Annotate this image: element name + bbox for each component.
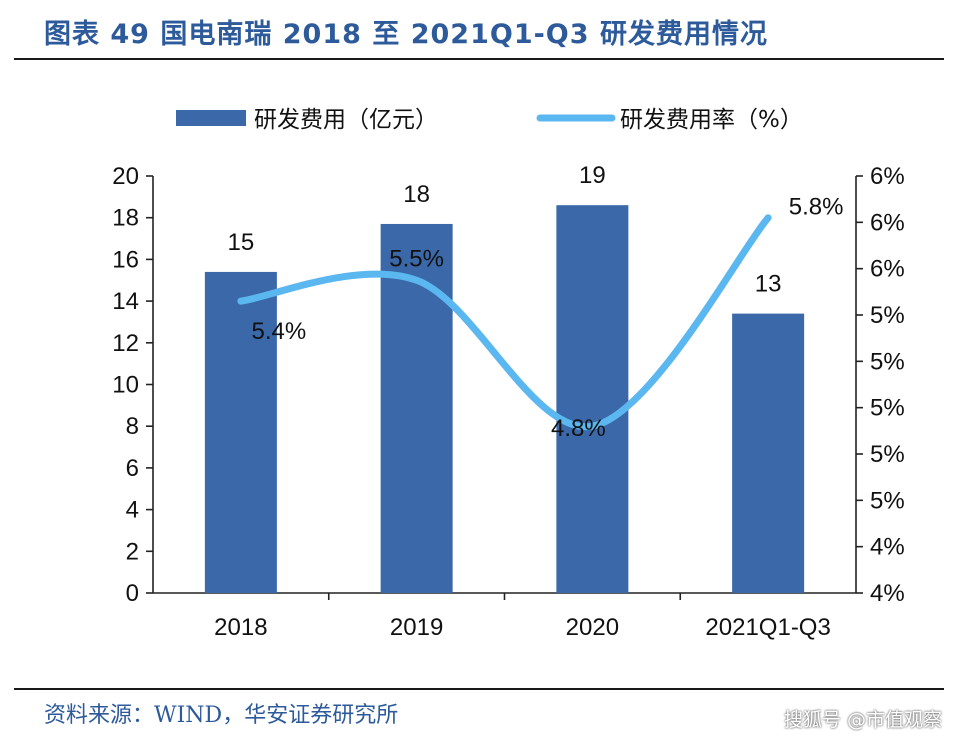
source-note: 资料来源：WIND，华安证券研究所: [44, 703, 399, 728]
bar-data-label: 19: [579, 162, 606, 189]
legend-line-label: 研发费用率（%）: [620, 107, 803, 133]
y-right-tick-label: 6%: [870, 256, 905, 283]
bar-series: 15 18 19 13: [204, 162, 805, 593]
title-divider: [14, 58, 944, 60]
y-left-tick-label: 20: [112, 163, 139, 190]
y-left-tick-label: 8: [126, 413, 139, 440]
y-axis-left: 0 2 4 6 8 10 12 14 16 18 20: [112, 163, 153, 607]
x-category-label: 2020: [566, 614, 619, 641]
y-left-tick-label: 16: [112, 246, 139, 273]
legend: 研发费用（亿元） 研发费用率（%）: [176, 107, 803, 133]
y-left-tick-label: 14: [112, 288, 139, 315]
legend-bar-swatch: [176, 110, 246, 126]
y-right-tick-label: 4%: [870, 580, 905, 607]
line-data-label: 4.8%: [551, 415, 606, 442]
y-left-tick-label: 6: [126, 455, 139, 482]
y-axis-right: 4% 4% 5% 5% 5% 5% 5% 6% 6% 6%: [856, 163, 905, 607]
y-left-tick-label: 2: [126, 538, 139, 565]
bar: [380, 223, 453, 593]
line-data-label: 5.8%: [789, 194, 844, 221]
y-right-tick-label: 5%: [870, 348, 905, 375]
y-right-tick-label: 5%: [870, 395, 905, 422]
y-right-tick-label: 5%: [870, 487, 905, 514]
bar: [732, 313, 805, 593]
line-series: 5.4% 5.5% 4.8% 5.8%: [237, 194, 844, 442]
bar: [556, 205, 629, 593]
footer-divider: [14, 688, 944, 690]
watermark: 搜狐号 @市值观察: [783, 709, 942, 731]
x-axis-categories: 2018 2019 2020 2021Q1-Q3: [214, 593, 831, 641]
x-category-label: 2019: [390, 614, 443, 641]
line-data-label: 5.5%: [389, 245, 444, 272]
y-right-tick-label: 4%: [870, 534, 905, 561]
y-left-tick-label: 12: [112, 330, 139, 357]
line-data-label: 5.4%: [252, 318, 307, 345]
y-left-tick-label: 4: [126, 497, 139, 524]
y-right-tick-label: 5%: [870, 302, 905, 329]
y-left-tick-label: 0: [126, 580, 139, 607]
y-right-tick-label: 6%: [870, 209, 905, 236]
rate-line: [237, 214, 772, 431]
bar-data-label: 15: [228, 229, 255, 256]
bar-data-label: 13: [755, 271, 782, 298]
bar-data-label: 18: [403, 181, 430, 208]
x-category-label: 2018: [214, 614, 267, 641]
x-category-label: 2021Q1-Q3: [705, 614, 830, 641]
y-left-tick-label: 10: [112, 372, 139, 399]
chart-title: 图表 49 国电南瑞 2018 至 2021Q1-Q3 研发费用情况: [44, 19, 768, 50]
legend-bar-label: 研发费用（亿元）: [254, 107, 438, 133]
y-right-tick-label: 5%: [870, 441, 905, 468]
bar: [204, 271, 277, 593]
y-left-tick-label: 18: [112, 205, 139, 232]
y-right-tick-label: 6%: [870, 163, 905, 190]
